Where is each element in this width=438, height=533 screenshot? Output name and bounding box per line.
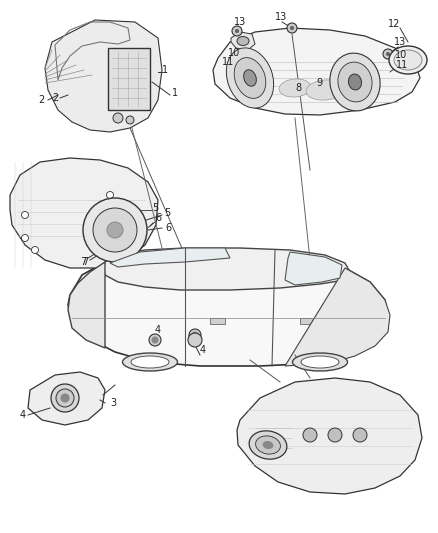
Polygon shape (68, 258, 388, 366)
Circle shape (232, 26, 242, 36)
Polygon shape (237, 378, 422, 494)
Circle shape (126, 116, 134, 124)
Text: 4: 4 (200, 345, 206, 355)
Polygon shape (285, 252, 342, 285)
Text: 11: 11 (222, 57, 234, 67)
Ellipse shape (330, 53, 380, 111)
Ellipse shape (226, 48, 274, 108)
Polygon shape (231, 32, 255, 50)
Text: 6: 6 (165, 223, 171, 233)
Text: 13: 13 (234, 17, 246, 27)
Bar (300, 446, 314, 455)
Circle shape (56, 389, 74, 407)
Text: 7: 7 (82, 257, 88, 267)
Ellipse shape (301, 356, 339, 368)
Text: 6: 6 (155, 213, 161, 223)
Text: 1: 1 (172, 88, 178, 98)
Circle shape (383, 49, 393, 59)
Polygon shape (28, 372, 105, 425)
Polygon shape (68, 262, 105, 348)
Polygon shape (103, 248, 350, 290)
Bar (300, 318, 315, 324)
Text: 10: 10 (395, 50, 407, 60)
Ellipse shape (244, 70, 256, 86)
Bar (340, 458, 354, 467)
Ellipse shape (237, 36, 249, 45)
Bar (108, 90, 120, 110)
Bar (210, 318, 225, 324)
Circle shape (21, 235, 28, 241)
Circle shape (303, 428, 317, 442)
Text: 3: 3 (110, 398, 116, 408)
Circle shape (290, 27, 293, 29)
Bar (340, 446, 354, 455)
Polygon shape (213, 28, 420, 115)
Polygon shape (285, 268, 390, 366)
Circle shape (32, 246, 39, 254)
Circle shape (113, 113, 123, 123)
Polygon shape (108, 48, 150, 110)
Text: 12: 12 (388, 19, 400, 29)
Circle shape (106, 191, 113, 198)
Circle shape (61, 394, 69, 402)
Circle shape (328, 428, 342, 442)
Circle shape (107, 222, 123, 238)
Circle shape (51, 384, 79, 412)
Text: 2: 2 (52, 93, 58, 103)
Ellipse shape (123, 353, 177, 371)
Bar (300, 458, 314, 467)
Ellipse shape (338, 62, 372, 102)
Text: 7: 7 (80, 257, 86, 267)
Text: 13: 13 (275, 12, 287, 22)
Text: 2: 2 (38, 95, 44, 105)
Circle shape (149, 334, 161, 346)
Text: 9: 9 (316, 78, 322, 88)
Ellipse shape (279, 79, 311, 97)
Ellipse shape (131, 356, 169, 368)
Text: 8: 8 (295, 83, 301, 93)
Bar (320, 458, 334, 467)
Circle shape (386, 52, 389, 55)
Circle shape (236, 29, 239, 33)
Ellipse shape (249, 431, 287, 459)
Circle shape (93, 208, 137, 252)
Text: 10: 10 (228, 48, 240, 58)
Ellipse shape (256, 436, 280, 454)
Bar (360, 458, 374, 467)
Text: 4: 4 (20, 410, 26, 420)
Bar (295, 418, 390, 473)
Ellipse shape (306, 80, 344, 100)
Circle shape (353, 428, 367, 442)
Circle shape (106, 235, 113, 241)
Polygon shape (45, 20, 162, 132)
Text: 5: 5 (152, 203, 158, 213)
Ellipse shape (394, 50, 422, 70)
Polygon shape (10, 158, 158, 268)
Bar (360, 446, 374, 455)
Ellipse shape (234, 58, 266, 99)
Circle shape (189, 329, 201, 341)
Text: 1: 1 (162, 65, 168, 75)
Ellipse shape (349, 74, 361, 90)
Circle shape (83, 198, 147, 262)
Text: 13: 13 (394, 37, 406, 47)
Ellipse shape (389, 46, 427, 74)
Circle shape (152, 337, 158, 343)
Text: 4: 4 (155, 325, 161, 335)
Text: 5: 5 (164, 208, 170, 218)
Ellipse shape (263, 441, 273, 449)
Bar (298, 420, 363, 433)
Text: 11: 11 (396, 60, 408, 70)
Circle shape (188, 333, 202, 347)
Bar (320, 446, 334, 455)
Polygon shape (110, 248, 230, 267)
Circle shape (287, 23, 297, 33)
Circle shape (192, 332, 198, 338)
Circle shape (21, 212, 28, 219)
Ellipse shape (293, 353, 347, 371)
